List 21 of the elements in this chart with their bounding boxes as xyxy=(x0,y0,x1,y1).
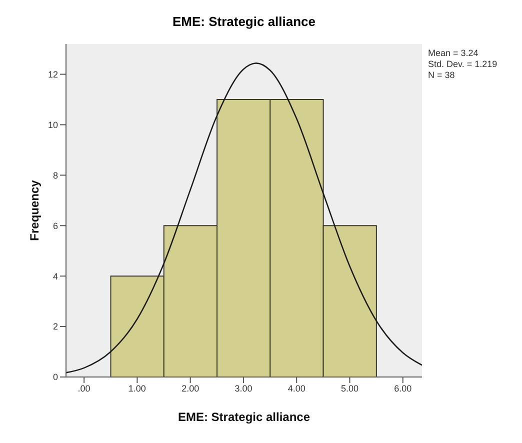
x-tick-label: 1.00 xyxy=(128,383,146,394)
x-tick-label: 6.00 xyxy=(394,383,412,394)
chart-title: EME: Strategic alliance xyxy=(171,14,317,29)
x-tick-label: 4.00 xyxy=(288,383,306,394)
y-tick-label: 6 xyxy=(52,220,58,231)
text: Std. Dev. = 1.219 xyxy=(428,59,498,70)
text: Mean = 3.24 xyxy=(428,48,480,59)
x-tick-label: 2.00 xyxy=(182,383,200,394)
y-tick-label: 12 xyxy=(48,69,58,80)
y-tick-label: 8 xyxy=(52,170,58,180)
x-tick-label: 5.00 xyxy=(340,383,359,394)
x-tick-label: .00 xyxy=(78,383,90,394)
y-tick-label: 4 xyxy=(52,271,58,282)
x-axis-title: EME: Strategic alliance xyxy=(178,410,310,424)
x-tick-label: 3.00 xyxy=(234,383,252,394)
text: N = 38 xyxy=(428,70,456,81)
y-axis-title: Frequency xyxy=(27,180,42,241)
y-tick-label: 10 xyxy=(48,120,58,130)
y-tick-label: 0 xyxy=(52,372,58,382)
line-series xyxy=(66,62,422,374)
y-tick-label: 2 xyxy=(52,322,58,332)
